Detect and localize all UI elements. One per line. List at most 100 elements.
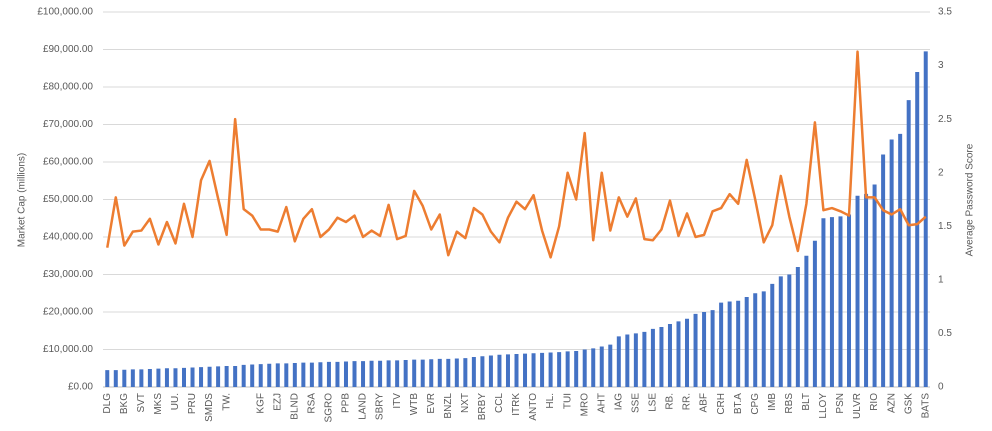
bar [727,301,732,387]
bar [181,367,186,387]
bar [318,362,323,387]
bar [420,359,425,387]
bar [233,366,238,387]
bar [488,355,493,387]
bar [403,360,408,387]
bar [130,369,135,387]
bar [284,363,289,387]
x-tick-label: WTB [409,393,420,416]
x-tick-label: MKS [153,393,164,415]
bar [787,274,792,387]
bar [829,217,834,387]
y-tick-label: £80,000.00 [43,82,93,93]
bar [105,370,110,387]
bar [667,324,672,387]
bar [343,361,348,387]
y-tick-label: £20,000.00 [43,307,93,318]
y-tick-label: £100,000.00 [37,7,93,18]
bar [548,352,553,387]
x-tick-label: ANTO [528,393,539,421]
y-tick-label: £30,000.00 [43,269,93,280]
bar [582,349,587,387]
bar [412,359,417,387]
bar [147,369,152,387]
bar [258,364,263,387]
x-tick-label: PPB [341,393,352,413]
bar [761,291,766,387]
x-tick-label: ITRK [511,393,522,416]
bar [386,360,391,387]
bar [156,368,161,387]
bar [872,184,877,387]
y-tick-label: £50,000.00 [43,194,93,205]
y-tick-label: £70,000.00 [43,119,93,130]
x-tick-label: SVT [136,393,147,412]
y-tick-label: £60,000.00 [43,157,93,168]
bar [292,363,297,387]
bar [736,300,741,387]
bar [753,293,758,387]
x-tick-label: RBS [784,393,795,414]
bar [923,51,928,387]
bar [557,352,562,387]
bar [139,369,144,387]
bar [309,362,314,387]
bar [250,364,255,387]
bar [429,359,434,387]
bar [199,367,204,387]
x-tick-label: RR. [682,393,693,410]
bar [625,334,630,387]
bar [454,358,459,387]
x-tick-label: EVR [426,393,437,414]
bar [591,348,596,387]
x-tick-label: LLOY [818,393,829,419]
bar [523,353,528,387]
x-tick-label: CPG [750,393,761,415]
bar [369,360,374,387]
x-tick-label: CRH [716,393,727,415]
bar [216,366,221,387]
x-tick-label: UU. [170,393,181,410]
bar [847,214,852,387]
bar [326,361,331,387]
x-tick-label: GSK [903,393,914,414]
bar [659,327,664,387]
bar [514,354,519,387]
x-tick-label: EZJ [272,393,283,411]
x-tick-label: HL. [545,393,556,409]
x-tick-label: RSA [307,393,318,414]
bar [113,370,118,387]
x-tick-label: TUI [562,393,573,409]
x-tick-label: SMDS [204,393,215,422]
x-tick-label: DLG [102,393,113,414]
x-tick-label: SSE [631,393,642,413]
bar [531,353,536,387]
x-tick-label: BLND [289,393,300,420]
bar [207,366,212,387]
y2-tick-label: 0.5 [938,328,952,339]
bar [540,352,545,387]
y-tick-label: £40,000.00 [43,232,93,243]
x-tick-label: CCL [494,393,505,413]
bar [335,361,340,387]
y-tick-label: £0.00 [68,382,93,393]
x-tick-label: BNZL [443,393,454,419]
x-tick-label: BLT [801,393,812,411]
x-tick-label: IMB [767,393,778,411]
bar [906,100,911,387]
x-tick-label: SGRO [324,393,335,423]
bar [224,366,229,387]
bar [395,360,400,387]
y2-tick-label: 0 [938,382,944,393]
bar [574,351,579,387]
bar [898,133,903,387]
y-tick-label: £90,000.00 [43,44,93,55]
bar [471,357,476,387]
x-tick-label: IAG [613,393,624,410]
x-tick-label: ABF [699,393,710,412]
x-tick-label: BRBY [477,393,488,421]
bar [889,139,894,387]
x-tick-label: BATS [920,393,931,419]
x-tick-label: BKG [119,393,130,414]
bar [642,331,647,387]
